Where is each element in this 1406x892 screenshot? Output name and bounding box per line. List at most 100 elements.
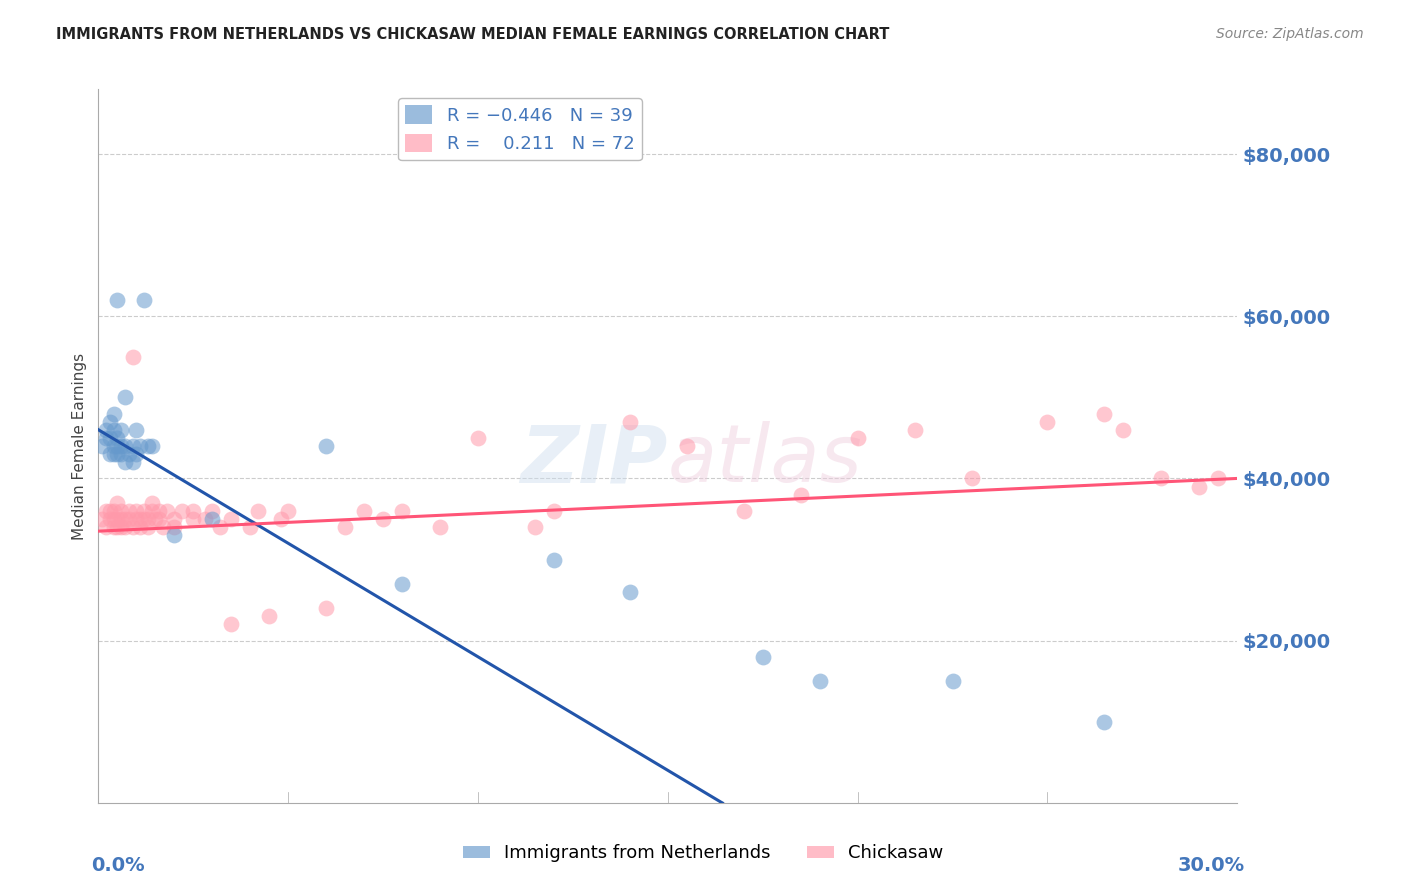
Point [1150, 471, 1173, 485]
Point [1112, 423, 1135, 437]
Point [136, 512, 159, 526]
Text: atlas: atlas [668, 421, 863, 500]
Point [103, 439, 125, 453]
Point [132, 512, 155, 526]
Point [270, 512, 292, 526]
Point [125, 504, 148, 518]
Point [543, 504, 565, 518]
Point [808, 674, 831, 689]
Point [790, 488, 813, 502]
Point [91, 439, 114, 453]
Point [125, 512, 148, 526]
Point [110, 423, 132, 437]
Point [125, 423, 148, 437]
Point [114, 439, 136, 453]
Point [94, 520, 117, 534]
Point [429, 520, 451, 534]
Point [121, 350, 143, 364]
Point [107, 293, 129, 307]
Point [543, 552, 565, 566]
Point [619, 415, 641, 429]
Point [315, 601, 337, 615]
Point [221, 512, 243, 526]
Point [110, 512, 132, 526]
Point [110, 439, 132, 453]
Point [391, 504, 413, 518]
Point [107, 431, 129, 445]
Point [353, 504, 375, 518]
Point [259, 609, 281, 624]
Point [125, 447, 148, 461]
Point [904, 423, 927, 437]
Point [335, 520, 357, 534]
Text: Source: ZipAtlas.com: Source: ZipAtlas.com [1216, 27, 1364, 41]
Point [733, 504, 755, 518]
Point [676, 439, 699, 453]
Point [752, 649, 775, 664]
Point [114, 512, 136, 526]
Point [163, 528, 186, 542]
Point [163, 520, 186, 534]
Point [114, 520, 136, 534]
Point [208, 520, 231, 534]
Point [156, 504, 179, 518]
Point [98, 431, 121, 445]
Point [246, 504, 269, 518]
Point [107, 520, 129, 534]
Point [94, 431, 117, 445]
Y-axis label: Median Female Earnings: Median Female Earnings [72, 352, 87, 540]
Point [315, 439, 337, 453]
Point [619, 585, 641, 599]
Point [846, 431, 869, 445]
Point [103, 504, 125, 518]
Point [107, 496, 129, 510]
Point [98, 447, 121, 461]
Point [183, 504, 205, 518]
Point [94, 504, 117, 518]
Point [129, 512, 152, 526]
Point [145, 512, 167, 526]
Point [98, 415, 121, 429]
Point [942, 674, 965, 689]
Point [121, 439, 143, 453]
Point [277, 504, 299, 518]
Point [94, 423, 117, 437]
Legend: Immigrants from Netherlands, Chickasaw: Immigrants from Netherlands, Chickasaw [456, 838, 950, 870]
Text: ZIP: ZIP [520, 421, 668, 500]
Point [148, 512, 170, 526]
Legend: R = −0.446   N = 39, R =    0.211   N = 72: R = −0.446 N = 39, R = 0.211 N = 72 [398, 98, 641, 161]
Text: IMMIGRANTS FROM NETHERLANDS VS CHICKASAW MEDIAN FEMALE EARNINGS CORRELATION CHAR: IMMIGRANTS FROM NETHERLANDS VS CHICKASAW… [56, 27, 890, 42]
Point [221, 617, 243, 632]
Point [129, 520, 152, 534]
Point [103, 423, 125, 437]
Point [107, 512, 129, 526]
Point [118, 447, 141, 461]
Point [163, 512, 186, 526]
Point [110, 504, 132, 518]
Point [170, 504, 193, 518]
Point [110, 520, 132, 534]
Point [98, 504, 121, 518]
Point [1036, 415, 1059, 429]
Point [118, 512, 141, 526]
Text: 30.0%: 30.0% [1178, 855, 1244, 874]
Point [132, 293, 155, 307]
Point [98, 512, 121, 526]
Point [1094, 714, 1116, 729]
Point [132, 504, 155, 518]
Point [107, 439, 129, 453]
Point [201, 504, 224, 518]
Point [141, 504, 163, 518]
Point [371, 512, 394, 526]
Point [183, 512, 205, 526]
Point [960, 471, 983, 485]
Point [114, 455, 136, 469]
Point [129, 439, 152, 453]
Point [121, 455, 143, 469]
Point [136, 439, 159, 453]
Point [103, 447, 125, 461]
Point [201, 512, 224, 526]
Point [103, 512, 125, 526]
Point [467, 431, 489, 445]
Point [121, 520, 143, 534]
